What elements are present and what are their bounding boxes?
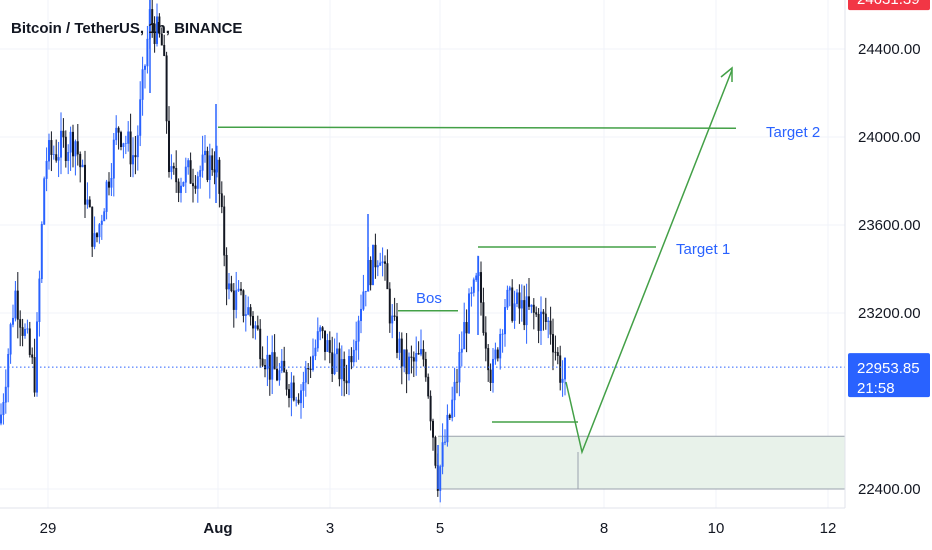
time-tick-label: 3 — [326, 520, 334, 537]
current-price-tag — [848, 353, 930, 398]
drawing-annotations: Target 2 Target 1 Bos — [0, 66, 845, 455]
time-axis: 29 Aug 3 5 8 10 12 — [0, 507, 845, 537]
time-tick-label: 5 — [436, 520, 444, 537]
time-tick-label: 8 — [600, 520, 608, 537]
chart-title: Bitcoin / TetherUS, 1h, BINANCE — [11, 20, 243, 37]
annotation-label: Target 1 — [676, 241, 730, 258]
time-tick-label: 12 — [820, 520, 837, 537]
demand-zone — [438, 435, 845, 490]
price-tick-label: 23200.00 — [858, 305, 921, 322]
time-tick-label: Aug — [203, 520, 232, 537]
resistance-price-tag — [848, 0, 930, 11]
price-tick-label: 24400.00 — [858, 41, 921, 58]
time-tick-label: 29 — [40, 520, 57, 537]
projection-path — [565, 69, 733, 455]
price-tick-label: 24000.00 — [858, 129, 921, 146]
price-tick-label: 22400.00 — [858, 481, 921, 498]
annotation-label: Target 2 — [766, 124, 820, 141]
bar-countdown-label: 21:58 — [857, 380, 895, 397]
demand-zone-box — [438, 436, 845, 489]
price-series — [0, 0, 566, 503]
time-tick-label: 10 — [708, 520, 725, 537]
resistance-price-label: 24631.39 — [857, 0, 920, 8]
price-tick-label: 23600.00 — [858, 217, 921, 234]
projection-arrowhead — [720, 66, 733, 82]
target-2-line — [217, 126, 737, 129]
current-price-label: 22953.85 — [857, 360, 920, 377]
chart-grid — [0, 0, 845, 508]
price-axis: 24800.0024400.0024000.0023600.0023200.00… — [844, 0, 930, 508]
annotation-label: Bos — [416, 290, 442, 307]
